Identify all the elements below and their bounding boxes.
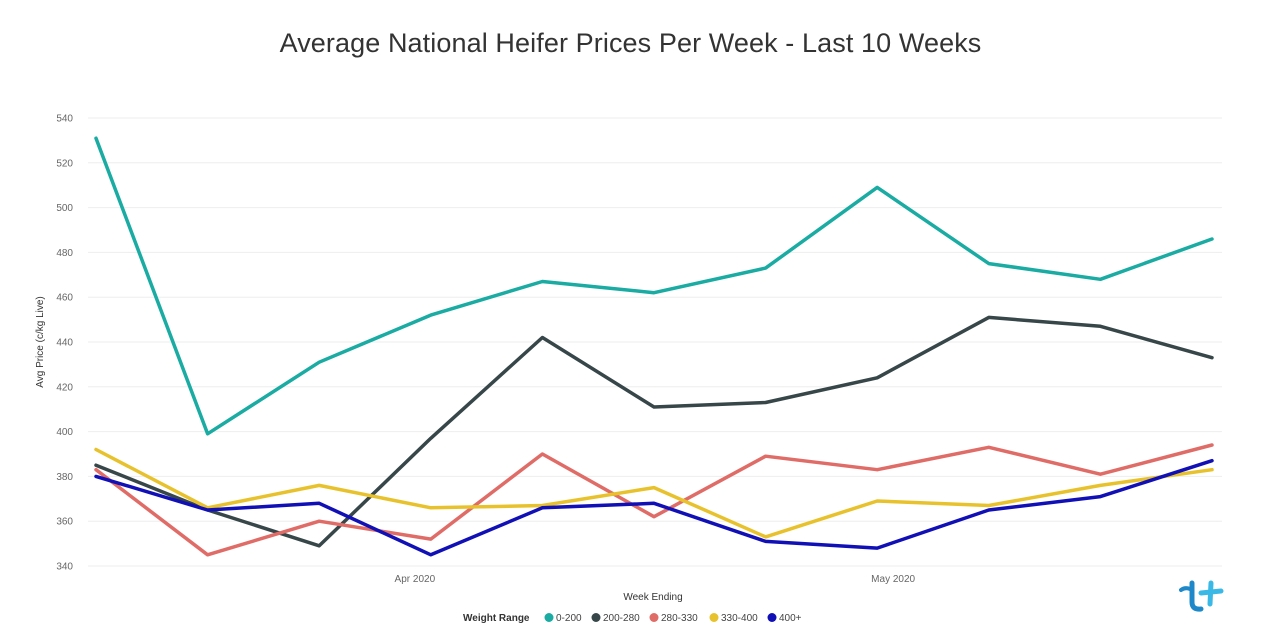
legend-marker-0-200: [544, 613, 554, 622]
y-tick-label: 360: [56, 517, 73, 528]
y-axis-title: Avg Price (c/kg Live): [35, 296, 46, 388]
y-axis-ticks: 340 360 380 400 420 440 460 480 500 520 540: [56, 114, 73, 573]
legend-marker-330-400: [709, 613, 719, 622]
x-axis-ticks: Apr 2020 May 2020: [395, 574, 916, 585]
y-tick-label: 520: [56, 158, 73, 169]
y-tick-label: 500: [56, 203, 73, 214]
y-tick-label: 400: [56, 427, 73, 438]
legend-marker-200-280: [591, 613, 601, 622]
y-tick-label: 380: [56, 472, 73, 483]
x-tick-label: May 2020: [871, 574, 915, 585]
series-line-330-400: [94, 447, 1214, 539]
legend-label-280-330[interactable]: 280-330: [661, 613, 698, 624]
series-lines: [94, 136, 1214, 557]
legend-label-400+[interactable]: 400+: [779, 613, 802, 624]
legend-marker-280-330: [649, 613, 659, 622]
legend-label-200-280[interactable]: 200-280: [603, 613, 640, 624]
legend-label-330-400[interactable]: 330-400: [721, 613, 758, 624]
y-tick-label: 480: [56, 248, 73, 259]
y-tick-label: 540: [56, 114, 73, 125]
brand-logo-icon: [1179, 580, 1224, 612]
legend-label-0-200[interactable]: 0-200: [556, 613, 582, 624]
legend-title: Weight Range: [463, 613, 530, 624]
legend-marker-400+: [767, 613, 777, 622]
legend[interactable]: Weight Range 0-200 200-280 280-330 330-400 4…: [463, 613, 802, 624]
y-tick-label: 460: [56, 293, 73, 304]
gridlines: [88, 117, 1222, 567]
series-line-0-200: [94, 136, 1214, 436]
x-tick-label: Apr 2020: [395, 574, 436, 585]
y-tick-label: 420: [56, 382, 73, 393]
y-tick-label: 340: [56, 562, 73, 573]
y-tick-label: 440: [56, 338, 73, 349]
chart-title: Average National Heifer Prices Per Week …: [279, 28, 982, 58]
x-axis-title: Week Ending: [623, 592, 682, 603]
series-line-400+: [94, 458, 1214, 557]
series-line-280-330: [94, 443, 1214, 557]
